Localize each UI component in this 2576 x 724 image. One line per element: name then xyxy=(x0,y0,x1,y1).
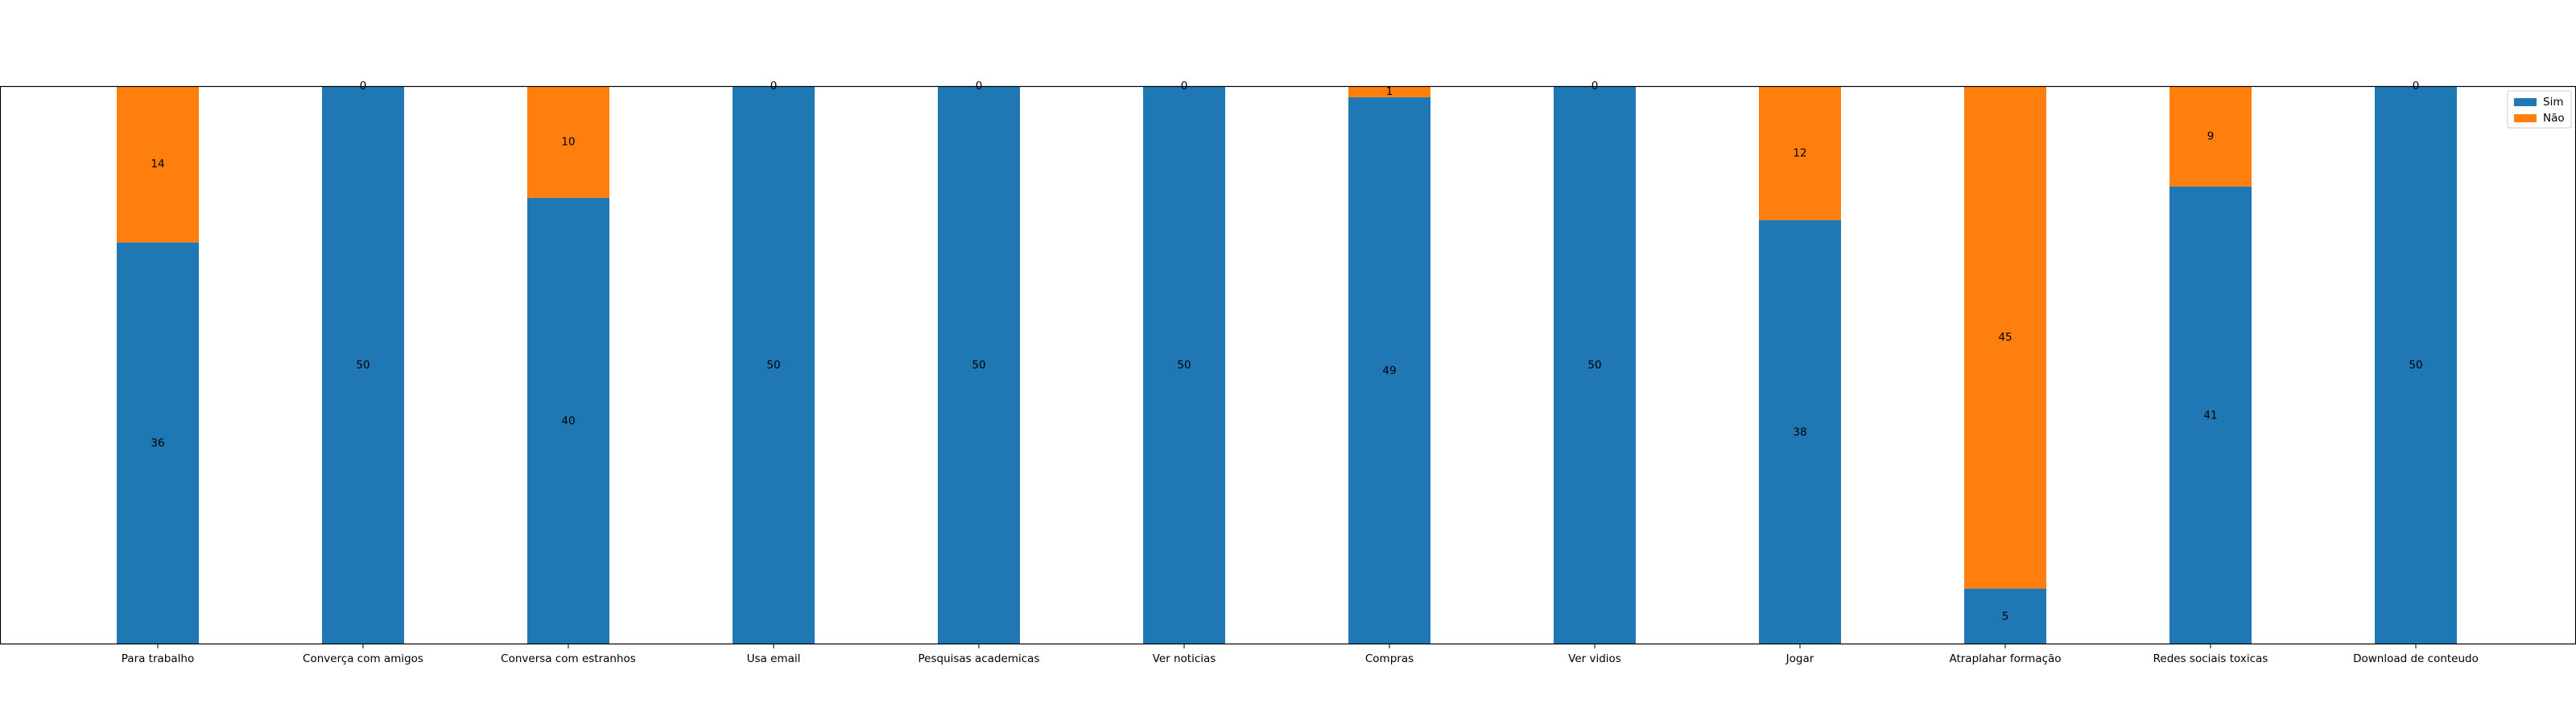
x-tick-label: Ver vidios xyxy=(1568,652,1621,665)
x-tick-label: Converça com amigos xyxy=(303,652,423,665)
x-tick-label: Download de conteudo xyxy=(2353,652,2479,665)
legend-swatch xyxy=(2514,114,2537,122)
x-tick-label: Pesquisas academicas xyxy=(919,652,1040,665)
data-label: 50 xyxy=(972,359,985,372)
bar-sim-3 xyxy=(733,86,815,644)
bar-sim-10 xyxy=(2169,186,2252,645)
x-tick-label: Jogar xyxy=(1785,652,1814,665)
bar-sim-0 xyxy=(117,242,199,644)
data-label: 12 xyxy=(1793,146,1806,159)
bar-sim-9 xyxy=(1964,588,2046,644)
legend: Sim Não xyxy=(2507,90,2572,129)
data-label: 1 xyxy=(1386,85,1393,98)
data-label: 10 xyxy=(561,135,575,148)
x-tick-label: Conversa com estranhos xyxy=(501,652,636,665)
legend-swatch xyxy=(2514,98,2537,106)
data-label: 41 xyxy=(2203,409,2217,422)
legend-label: Sim xyxy=(2543,96,2563,109)
data-label: 49 xyxy=(1382,364,1396,377)
x-axis-ticks: Para trabalho Converça com amigos Conversa… xyxy=(122,644,2479,665)
bars-layer xyxy=(117,86,2457,645)
data-label: 50 xyxy=(1587,359,1601,372)
bar-n-o-10 xyxy=(2169,86,2252,187)
x-tick-label: Usa email xyxy=(747,652,801,665)
bar-sim-5 xyxy=(1143,86,1225,644)
legend-label: Não xyxy=(2543,112,2565,125)
bar-sim-8 xyxy=(1759,220,1841,644)
data-label: 5 xyxy=(2002,610,2009,623)
bar-n-o-6 xyxy=(1348,86,1430,97)
bar-sim-6 xyxy=(1348,97,1430,644)
bar-n-o-9 xyxy=(1964,86,2046,589)
data-label: 50 xyxy=(2409,359,2422,372)
bar-sim-1 xyxy=(322,86,404,644)
data-label: 45 xyxy=(1998,331,2012,343)
data-label: 40 xyxy=(561,414,575,427)
bar-sim-2 xyxy=(527,197,609,645)
x-tick-label: Para trabalho xyxy=(122,652,194,665)
data-label: 38 xyxy=(1793,426,1806,438)
data-label: 36 xyxy=(151,437,164,450)
data-label: 50 xyxy=(766,359,780,372)
bar-sim-4 xyxy=(938,86,1020,644)
x-tick-label: Atraplahar formação xyxy=(1949,652,2061,665)
data-label: 50 xyxy=(1177,359,1191,372)
x-tick-label: Redes sociais toxicas xyxy=(2153,652,2268,665)
bar-n-o-8 xyxy=(1759,86,1841,220)
data-label: 9 xyxy=(2207,130,2215,142)
bar-n-o-0 xyxy=(117,86,199,243)
x-tick-label: Compras xyxy=(1365,652,1414,665)
plot-background xyxy=(0,86,2576,644)
data-label: 50 xyxy=(356,359,369,372)
bar-sim-11 xyxy=(2375,86,2457,644)
bar-sim-7 xyxy=(1554,86,1636,644)
x-tick-label: Ver noticias xyxy=(1153,652,1216,665)
bar-n-o-2 xyxy=(527,86,609,198)
data-label: 14 xyxy=(151,158,164,171)
